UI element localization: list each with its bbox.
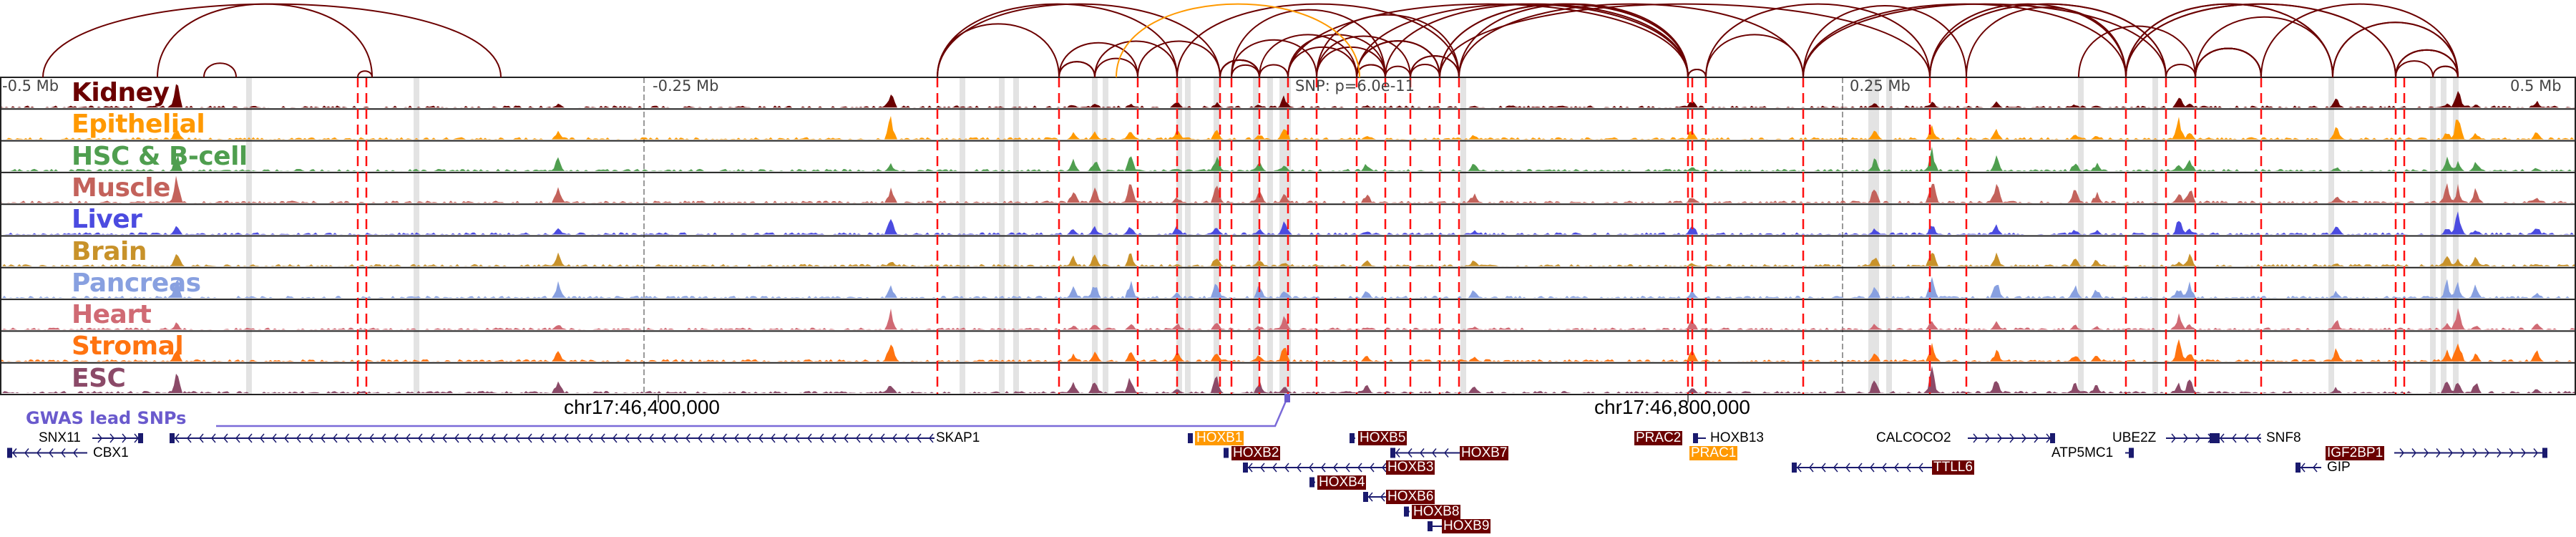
gene-cbx1[interactable]: CBX1 <box>92 445 130 460</box>
axis-label-0-25mb: 0.25 Mb <box>1850 77 1911 95</box>
track-label-hsc-b-cell: HSC & B-cell <box>72 141 248 171</box>
gene-label: HOXB3 <box>1386 460 1435 475</box>
gene-exon <box>1404 506 1409 517</box>
gwas-snp-track <box>216 394 1689 427</box>
gene-label: HOXB13 <box>1710 430 1764 445</box>
gene-label: CALCOCO2 <box>1876 430 1951 445</box>
track-label-kidney: Kidney <box>72 78 170 107</box>
gene-hoxb2[interactable]: HOXB2 <box>1231 445 1281 460</box>
axis-label-minus-0-25mb: -0.25 Mb <box>653 77 719 95</box>
gene-igf2bp1[interactable]: IGF2BP1 <box>2326 445 2385 460</box>
gene-exon <box>1243 463 1248 473</box>
gene-label: SNF8 <box>2266 430 2301 445</box>
gene-exon <box>2050 433 2055 443</box>
gene-exon <box>170 433 175 443</box>
gene-hoxb9[interactable]: HOXB9 <box>1442 519 1491 533</box>
gene-snf8[interactable]: SNF8 <box>2265 431 2303 445</box>
gwas-lead-snp-marker <box>1284 394 1290 402</box>
gene-prac1[interactable]: PRAC1 <box>1689 445 1738 460</box>
gene-hoxb6[interactable]: HOXB6 <box>1386 490 1435 504</box>
gene-hoxb8[interactable]: HOXB8 <box>1412 503 1461 519</box>
track-label-liver: Liver <box>72 205 142 235</box>
snp-pvalue-label: SNP: p=6.0e-11 <box>1295 77 1415 95</box>
gene-exon <box>2542 448 2547 458</box>
gene-label: TTLL6 <box>1932 460 1974 475</box>
track-label-brain: Brain <box>72 236 147 266</box>
gene-label: HOXB9 <box>1442 518 1491 533</box>
gene-exon <box>2210 433 2215 443</box>
coordinate-label-46400000: chr17:46,400,000 <box>564 396 720 418</box>
track-label-heart: Heart <box>72 300 152 330</box>
gene-label: CBX1 <box>93 445 129 460</box>
gene-exon <box>1309 477 1314 488</box>
gene-hoxb5[interactable]: HOXB5 <box>1358 431 1407 445</box>
gene-models <box>7 433 2547 531</box>
gene-label: PRAC2 <box>1634 430 1683 445</box>
gene-hoxb3[interactable]: HOXB3 <box>1386 460 1435 475</box>
gene-exon <box>1224 448 1229 458</box>
gene-gip[interactable]: GIP <box>2326 460 2352 475</box>
gene-label: IGF2BP1 <box>2326 445 2385 460</box>
gene-hoxb1[interactable]: HOXB1 <box>1195 431 1244 445</box>
gene-label: UBE2Z <box>2112 430 2157 445</box>
gene-exon <box>1390 448 1395 458</box>
gene-exon <box>1188 433 1193 443</box>
track-label-muscle: Muscle <box>72 173 170 203</box>
gene-exon <box>1350 433 1355 443</box>
gene-label: SNX11 <box>39 430 81 445</box>
gene-exon <box>1693 433 1698 443</box>
gene-exon <box>2129 448 2134 458</box>
gene-label: HOXB4 <box>1317 474 1367 490</box>
track-label-stromal: Stromal <box>72 332 184 362</box>
gene-label: HOXB1 <box>1195 430 1244 445</box>
gene-exon <box>1428 521 1433 531</box>
track-label-pancreas: Pancreas <box>72 268 201 298</box>
gwas-track-label: GWAS lead SNPs <box>26 408 187 428</box>
gene-label: HOXB6 <box>1386 489 1435 504</box>
gene-exon <box>138 433 143 443</box>
track-label-epithelial: Epithelial <box>72 110 205 140</box>
gene-exon <box>1363 492 1368 502</box>
gene-prac2[interactable]: PRAC2 <box>1634 430 1683 445</box>
coordinate-label-46800000: chr17:46,800,000 <box>1594 396 1750 418</box>
gene-label: HOXB5 <box>1358 430 1407 445</box>
gene-skap1[interactable]: SKAP1 <box>935 431 981 445</box>
gene-exon <box>2296 463 2301 473</box>
axis-label-0-5mb: 0.5 Mb <box>2510 77 2562 95</box>
gene-exon <box>2215 433 2220 443</box>
axis-label-minus-0-5mb: -0.5 Mb <box>2 77 59 95</box>
gene-hoxb13[interactable]: HOXB13 <box>1709 431 1765 445</box>
gene-label: GIP <box>2327 460 2351 475</box>
gene-exon <box>1792 463 1797 473</box>
track-label-esc: ESC <box>72 363 126 393</box>
gene-label: HOXB7 <box>1460 445 1509 460</box>
gene-hoxb4[interactable]: HOXB4 <box>1317 474 1367 490</box>
gene-ube2z[interactable]: UBE2Z <box>2111 431 2157 445</box>
gene-label: HOXB8 <box>1412 503 1461 519</box>
gene-snx11[interactable]: SNX11 <box>37 431 82 445</box>
chromatin-loop-arcs <box>42 3 2459 78</box>
gene-exon <box>7 448 12 458</box>
gene-atp5mc1[interactable]: ATP5MC1 <box>2050 445 2114 460</box>
gene-label: SKAP1 <box>936 430 980 445</box>
gene-hoxb7[interactable]: HOXB7 <box>1460 445 1509 460</box>
gene-ttll6[interactable]: TTLL6 <box>1932 460 1974 475</box>
gene-label: ATP5MC1 <box>2051 445 2114 460</box>
gene-calcoco2[interactable]: CALCOCO2 <box>1875 431 1953 445</box>
gene-label: HOXB2 <box>1231 445 1281 460</box>
gene-label: PRAC1 <box>1689 445 1738 460</box>
